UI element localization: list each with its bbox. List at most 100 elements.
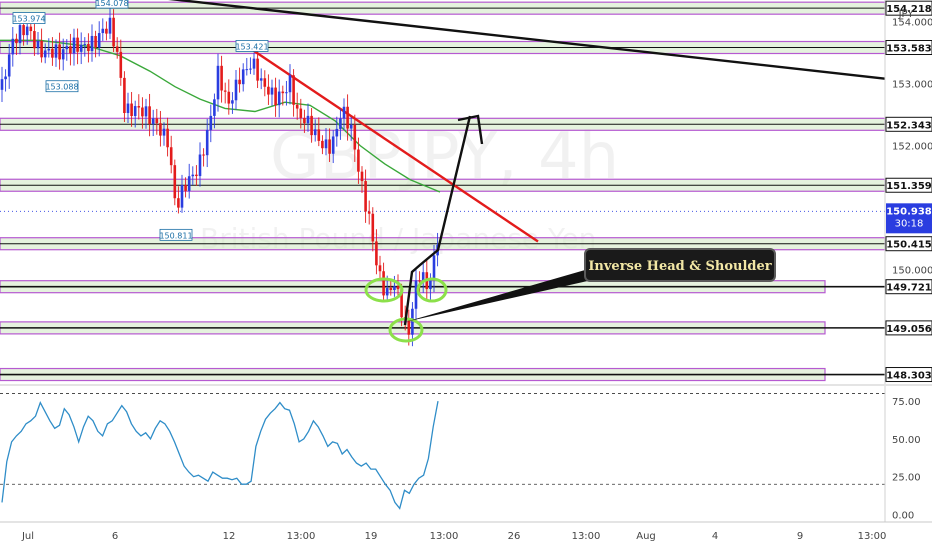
candle-body-6 [22, 25, 25, 36]
candle-body-109 [393, 286, 396, 291]
candle-body-8 [29, 26, 33, 32]
candle-body-76 [274, 87, 277, 106]
candle-body-99 [357, 149, 360, 172]
candle-body-72 [259, 78, 263, 81]
candle-body-13 [47, 48, 51, 51]
level-label-box-4 [885, 236, 932, 252]
candle-body-102 [367, 211, 371, 214]
candle-body-62 [223, 90, 227, 92]
candle-body-28 [101, 28, 105, 34]
rsi-tick-0: 75.00 [892, 397, 921, 408]
candle-body-16 [58, 44, 61, 60]
candle-body-30 [108, 17, 112, 34]
callout-box [584, 248, 776, 282]
rsi-series [1, 400, 439, 510]
pattern-ellipse-1 [416, 277, 448, 303]
level-label-2: 152.343 [886, 120, 932, 131]
candle-body-95 [342, 106, 346, 119]
callout-label: Inverse Head & Shoulder [588, 259, 771, 274]
candle-body-66 [238, 79, 241, 85]
candle-body-24 [87, 43, 90, 52]
candle-body-49 [177, 198, 180, 208]
price-tick-2: 152.000 [892, 142, 932, 153]
x-tick-8: Aug [636, 531, 656, 542]
level-label-5: 149.721 [886, 283, 932, 294]
candle-body-22 [79, 44, 83, 52]
level-label-4: 150.415 [886, 240, 932, 251]
candle-body-103 [371, 213, 375, 242]
annotation-label-3: 153.421 [235, 42, 268, 51]
candle-body-108 [389, 288, 393, 291]
candle-body-92 [331, 136, 335, 154]
candle-body-31 [112, 17, 115, 47]
candle-body-115 [414, 280, 418, 309]
level-label-box-7 [885, 367, 932, 383]
candle-body-113 [407, 320, 411, 335]
candle-body-81 [292, 75, 295, 105]
candle-body-93 [335, 128, 339, 137]
x-tick-4: 19 [365, 531, 378, 542]
candle-body-68 [245, 69, 249, 71]
candle-body-21 [76, 37, 79, 52]
annotation-box-1 [95, 0, 129, 9]
candle-body-44 [159, 123, 162, 136]
candle-body-97 [349, 124, 353, 129]
x-tick-7: 13:00 [572, 531, 601, 542]
time-axis-ticks: Jul 6 12 13:00 19 13:00 26 13:00 Aug 4 9 13:00 [21, 531, 886, 542]
ma-series [0, 39, 441, 193]
current-price-value: 150.938 [886, 206, 932, 217]
pattern-drawings [364, 114, 484, 343]
candle-body-53 [191, 174, 195, 177]
candle-body-37 [133, 106, 137, 117]
candle-body-52 [187, 176, 191, 191]
candle-body-55 [198, 154, 202, 177]
candle-body-17 [61, 49, 65, 60]
candle-body-120 [432, 255, 436, 281]
candle-body-84 [303, 117, 306, 124]
candle-body-63 [227, 91, 231, 104]
candle-body-94 [339, 118, 342, 129]
annotation-callout[interactable]: Inverse Head & Shoulder [405, 248, 776, 322]
forecast-arrow [403, 115, 472, 326]
moving-average [0, 39, 441, 193]
candle-body-106 [382, 271, 385, 296]
level-label-box-0 [885, 0, 932, 16]
candle-body-36 [130, 103, 133, 117]
annotation-box-3 [235, 40, 269, 52]
candle-body-75 [270, 87, 274, 95]
candle-body-61 [220, 65, 223, 91]
x-tick-9: 4 [712, 531, 718, 542]
candle-body-82 [295, 104, 299, 109]
candle-body-0 [0, 79, 4, 90]
annotation-label-1: 154.078 [95, 0, 128, 8]
candle-body-85 [306, 115, 310, 124]
candle-body-65 [234, 79, 238, 101]
candle-body-111 [400, 289, 403, 318]
annotation-label-0: 153.974 [12, 15, 45, 24]
candle-body-47 [169, 147, 173, 166]
currency-label: JPY [898, 9, 915, 20]
candle-body-46 [166, 128, 169, 148]
candle-body-87 [313, 129, 317, 136]
candle-body-11 [40, 40, 43, 58]
candle-body-34 [123, 77, 126, 114]
level-label-1: 153.583 [886, 44, 932, 55]
candle-body-101 [364, 181, 367, 212]
candle-body-116 [418, 280, 421, 282]
candle-body-43 [155, 118, 159, 124]
annotation-label-4: 150.811 [159, 231, 192, 240]
annotation-box-2 [45, 80, 79, 93]
candle-body-114 [411, 308, 414, 335]
candle-body-64 [231, 100, 234, 104]
candle-body-78 [281, 91, 285, 94]
candle-body-56 [202, 154, 205, 156]
candle-body-10 [36, 40, 40, 49]
level-label-box-1 [885, 40, 932, 56]
candle-body-12 [43, 50, 47, 58]
sr-zones [0, 1, 886, 382]
candle-body-74 [267, 86, 270, 95]
candle-body-110 [396, 286, 400, 290]
x-tick-3: 13:00 [287, 531, 316, 542]
x-tick-5: 13:00 [430, 531, 459, 542]
